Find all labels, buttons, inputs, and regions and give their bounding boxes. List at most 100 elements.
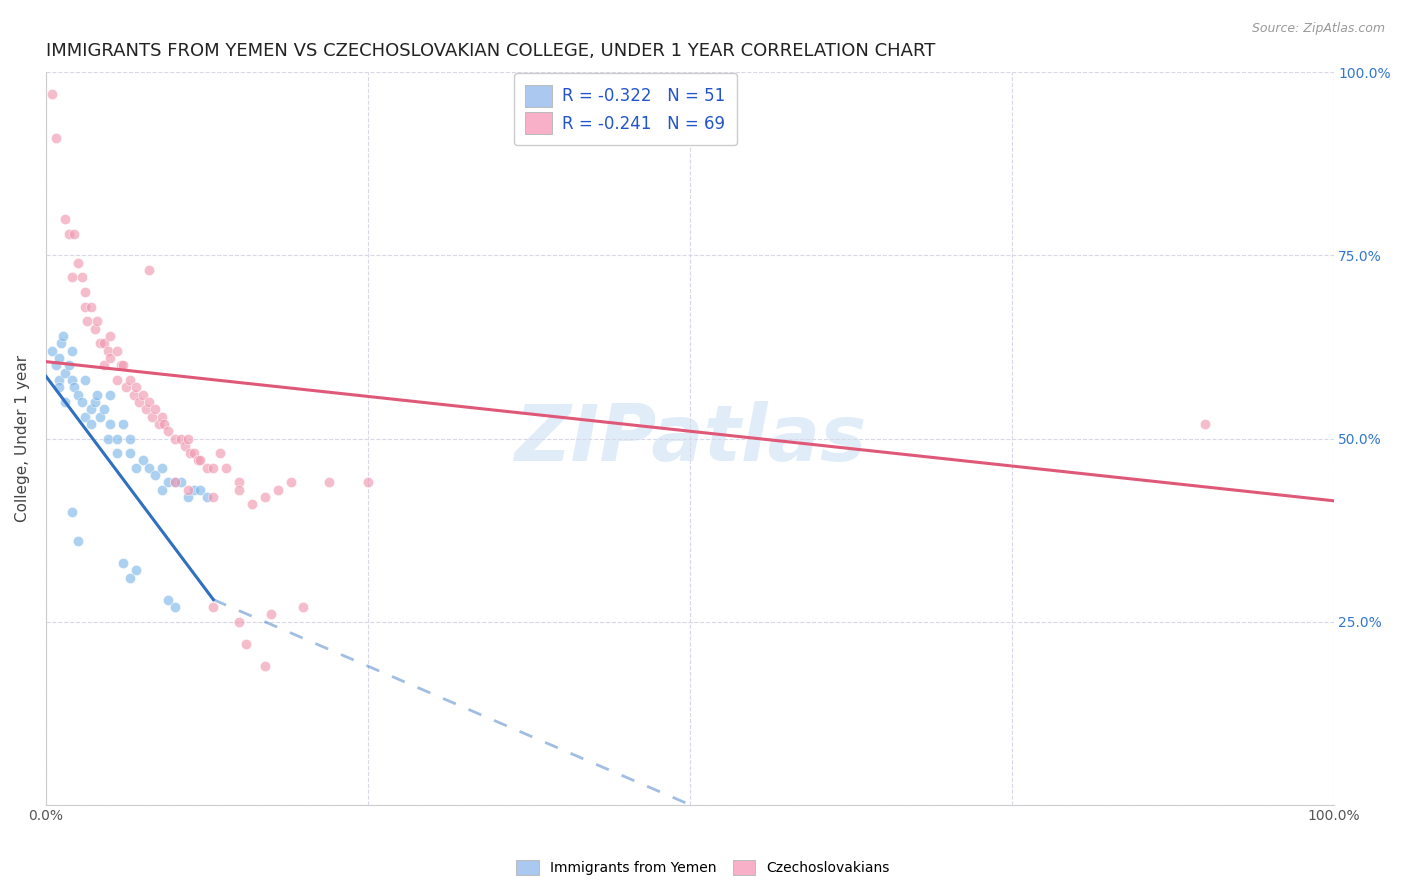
Point: [58, 359, 80, 373]
Point: [70, 270, 93, 285]
Legend: Immigrants from Yemen, Czechoslovakians: Immigrants from Yemen, Czechoslovakians: [510, 855, 896, 880]
Point: [80, 417, 103, 431]
Point: [45, 359, 67, 373]
Point: [170, 475, 193, 490]
Point: [80, 402, 103, 417]
Point: [48, 351, 70, 365]
Point: [138, 263, 160, 277]
Point: [292, 599, 315, 614]
Point: [228, 615, 250, 629]
Point: [357, 475, 380, 490]
Point: [41, 87, 63, 102]
Point: [202, 460, 225, 475]
Point: [112, 556, 135, 570]
Point: [125, 380, 148, 394]
Point: [93, 336, 115, 351]
Point: [97, 343, 120, 358]
Point: [267, 483, 290, 497]
Point: [67, 256, 90, 270]
Point: [73, 300, 96, 314]
Point: [58, 227, 80, 241]
Point: [215, 460, 238, 475]
Point: [174, 439, 197, 453]
Point: [98, 329, 121, 343]
Point: [118, 446, 141, 460]
Point: [148, 417, 170, 431]
Point: [138, 395, 160, 409]
Point: [105, 343, 128, 358]
Point: [170, 432, 193, 446]
Point: [83, 321, 105, 335]
Point: [318, 475, 340, 490]
Point: [202, 490, 225, 504]
Point: [122, 387, 145, 401]
Point: [41, 343, 63, 358]
Point: [176, 490, 198, 504]
Point: [110, 359, 132, 373]
Point: [89, 336, 111, 351]
Point: [97, 432, 120, 446]
Point: [118, 373, 141, 387]
Point: [138, 460, 160, 475]
Point: [1194, 417, 1216, 431]
Point: [183, 483, 205, 497]
Point: [118, 432, 141, 446]
Point: [253, 490, 276, 504]
Point: [105, 446, 128, 460]
Point: [53, 366, 76, 380]
Point: [228, 475, 250, 490]
Point: [131, 453, 153, 467]
Point: [60, 373, 83, 387]
Point: [114, 380, 136, 394]
Point: [150, 460, 173, 475]
Point: [48, 380, 70, 394]
Point: [67, 387, 90, 401]
Point: [60, 270, 83, 285]
Point: [98, 387, 121, 401]
Point: [98, 417, 121, 431]
Point: [228, 483, 250, 497]
Point: [163, 475, 186, 490]
Point: [280, 475, 302, 490]
Point: [118, 571, 141, 585]
Point: [157, 424, 180, 438]
Text: IMMIGRANTS FROM YEMEN VS CZECHOSLOVAKIAN COLLEGE, UNDER 1 YEAR CORRELATION CHART: IMMIGRANTS FROM YEMEN VS CZECHOSLOVAKIAN…: [46, 42, 935, 60]
Point: [80, 300, 103, 314]
Point: [73, 373, 96, 387]
Point: [125, 563, 148, 577]
Point: [157, 475, 180, 490]
Point: [60, 343, 83, 358]
Point: [135, 402, 157, 417]
Y-axis label: College, Under 1 year: College, Under 1 year: [15, 355, 30, 522]
Point: [93, 359, 115, 373]
Legend: R = -0.322   N = 51, R = -0.241   N = 69: R = -0.322 N = 51, R = -0.241 N = 69: [513, 73, 737, 145]
Point: [51, 336, 73, 351]
Point: [76, 314, 98, 328]
Point: [73, 409, 96, 424]
Text: ZIPatlas: ZIPatlas: [513, 401, 866, 476]
Point: [260, 607, 283, 622]
Point: [53, 395, 76, 409]
Point: [70, 395, 93, 409]
Point: [183, 446, 205, 460]
Point: [73, 285, 96, 299]
Point: [179, 446, 201, 460]
Point: [145, 402, 167, 417]
Point: [128, 395, 150, 409]
Point: [202, 599, 225, 614]
Point: [105, 373, 128, 387]
Point: [157, 592, 180, 607]
Point: [163, 432, 186, 446]
Point: [60, 505, 83, 519]
Point: [63, 227, 86, 241]
Point: [153, 417, 176, 431]
Point: [190, 483, 212, 497]
Point: [89, 409, 111, 424]
Point: [63, 380, 86, 394]
Point: [45, 131, 67, 145]
Point: [112, 359, 135, 373]
Point: [52, 329, 75, 343]
Point: [83, 395, 105, 409]
Point: [208, 446, 231, 460]
Point: [150, 409, 173, 424]
